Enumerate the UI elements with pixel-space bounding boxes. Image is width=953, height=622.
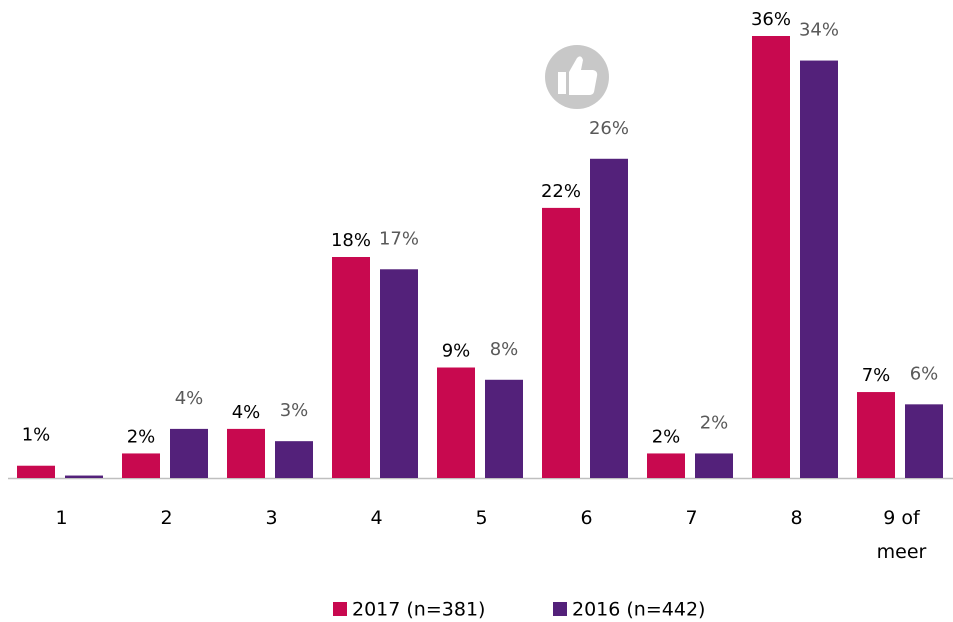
value-label: 18% — [331, 230, 371, 251]
value-label: 9% — [442, 341, 471, 362]
bar — [485, 379, 523, 478]
bar — [380, 269, 418, 478]
bar — [752, 36, 790, 478]
bar — [857, 392, 895, 478]
x-tick-label: 1 — [55, 507, 68, 529]
bar — [542, 207, 580, 478]
x-tick-label: 4 — [370, 507, 383, 529]
value-label: 22% — [541, 181, 581, 202]
bar — [275, 441, 313, 478]
value-label: 8% — [490, 339, 519, 360]
bar — [905, 404, 943, 478]
bar — [170, 428, 208, 478]
x-tick-label: 8 — [790, 507, 803, 529]
bar — [65, 475, 103, 478]
bar — [695, 453, 733, 478]
bar — [122, 453, 160, 478]
value-label: 1% — [22, 425, 51, 446]
bar — [800, 60, 838, 479]
value-label: 26% — [589, 118, 629, 139]
bar — [437, 367, 475, 478]
legend-label: 2017 (n=381) — [352, 599, 485, 621]
value-label: 36% — [751, 9, 791, 30]
bar — [17, 465, 55, 478]
x-tick-label: 7 — [685, 507, 698, 529]
thumbs-up-icon — [545, 45, 609, 109]
bar — [647, 453, 685, 478]
value-label: 2% — [127, 426, 156, 447]
value-label: 3% — [280, 400, 309, 421]
value-label: 2% — [652, 426, 681, 447]
x-tick-label: 5 — [475, 507, 488, 529]
value-label: 6% — [910, 363, 939, 384]
x-tick-label: 9 of meer — [876, 507, 927, 563]
value-label: 34% — [799, 20, 839, 41]
value-label: 4% — [175, 388, 204, 409]
legend-label: 2016 (n=442) — [572, 599, 705, 621]
x-tick-label: 6 — [580, 507, 593, 529]
x-tick-label: 3 — [265, 507, 278, 529]
legend-swatch — [553, 602, 567, 616]
value-label: 2% — [700, 412, 729, 433]
value-label: 7% — [862, 365, 891, 386]
bar — [227, 428, 265, 478]
value-label: 4% — [232, 402, 261, 423]
value-label: 17% — [379, 228, 419, 249]
legend-swatch — [333, 602, 347, 616]
bar — [332, 257, 370, 478]
bar — [590, 158, 628, 478]
x-tick-label: 2 — [160, 507, 173, 529]
